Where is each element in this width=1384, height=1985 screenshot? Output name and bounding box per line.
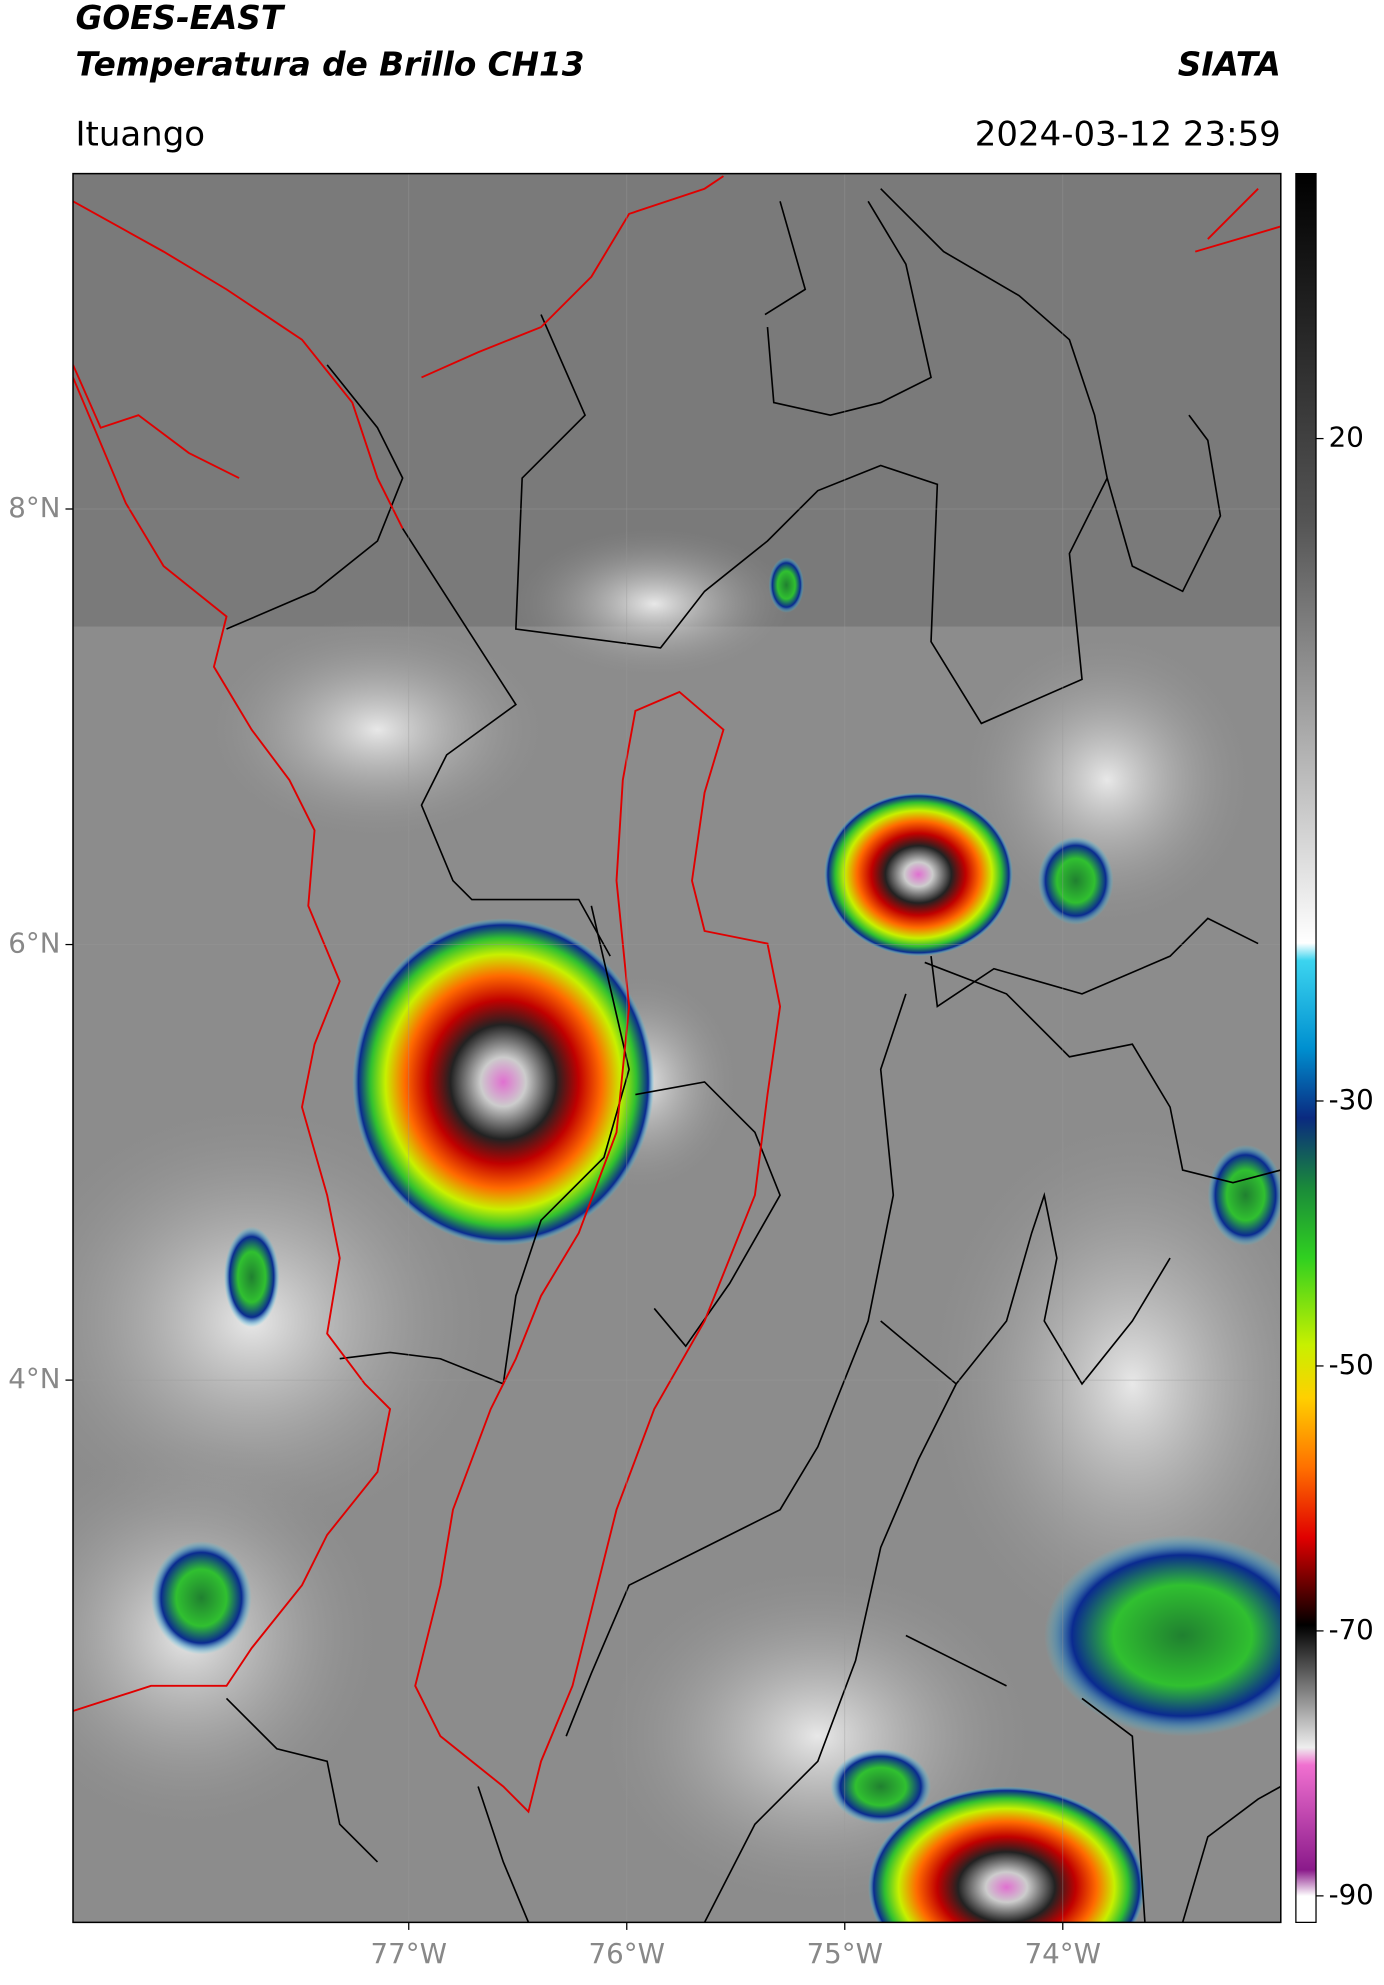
x-tick-label: 76°W: [589, 1937, 665, 1970]
agency: SIATA: [1178, 46, 1281, 84]
x-tick-label: 75°W: [807, 1937, 883, 1970]
colorbar-tick-label: -70: [1329, 1613, 1374, 1646]
y-tick-label: 4°N: [8, 1362, 60, 1395]
x-tick-label: 74°W: [1025, 1937, 1101, 1970]
x-tick-label: 77°W: [371, 1937, 447, 1970]
satellite-image: [73, 173, 1281, 1923]
location: Ituango: [76, 114, 206, 154]
y-tick-label: 6°N: [8, 927, 60, 960]
map-frame: [72, 172, 1282, 1924]
colorbar-tick-label: -50: [1329, 1348, 1374, 1381]
subtitle: Temperatura de Brillo CH13: [76, 46, 585, 84]
datetime: 2024-03-12 23:59: [975, 114, 1281, 154]
title: GOES-EAST: [76, 0, 286, 37]
y-tick-label: 8°N: [8, 491, 60, 524]
colorbar: [1295, 172, 1317, 1924]
grid-layer: [65, 173, 1281, 1930]
colorbar-tick-label: -30: [1329, 1083, 1374, 1116]
colorbar-tick-label: -90: [1329, 1878, 1374, 1911]
colorbar-tick-label: 20: [1329, 421, 1364, 454]
